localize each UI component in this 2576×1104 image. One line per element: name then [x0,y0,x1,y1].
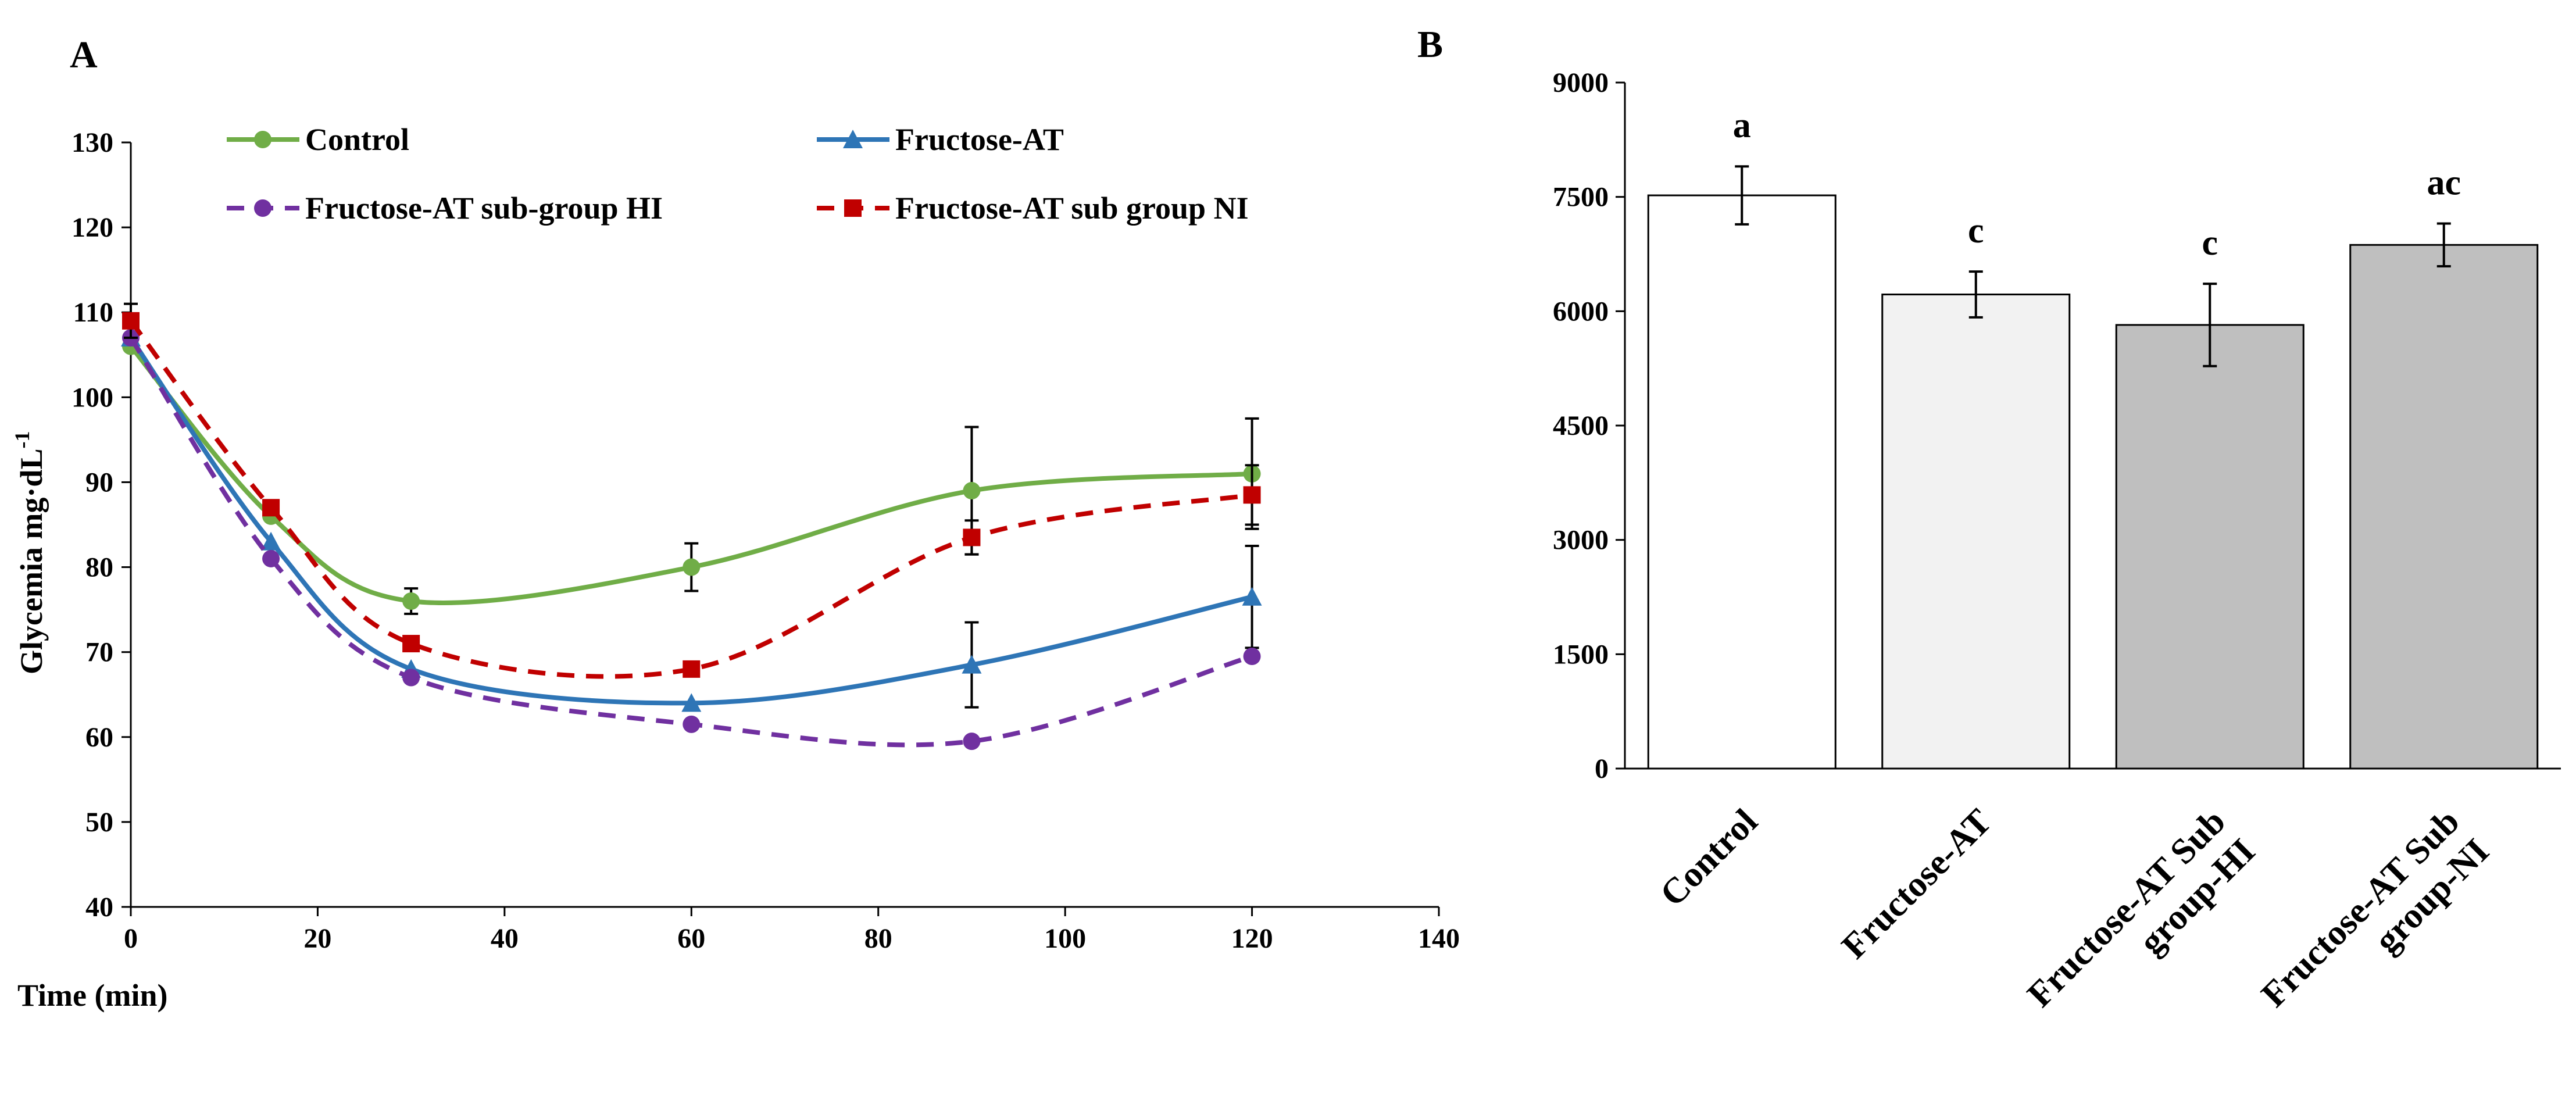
panel-a-series-3 [122,302,1261,679]
panel-b-y-tick-label: 0 [1595,753,1609,784]
panel-a-legend-label: Fructose-AT sub group NI [895,191,1249,226]
panel-b-category-label-line: Control [1653,802,1765,914]
panel-a-data-point [122,312,140,330]
panel-a-series-0 [122,337,1261,615]
panel-a-y-tick-label: 70 [85,637,113,668]
panel-b-y-tick-label: 3000 [1553,525,1609,556]
panel-b-bar [1647,194,1837,770]
panel-a-y-tick-label: 130 [72,127,113,158]
panel-a-line-chart: 40 50 60 70 80 90 100 110 120 130 0 20 40 60 80 100 120 1… [72,122,1460,954]
panel-a-data-point [1243,486,1261,504]
panel-a-data-point [1243,647,1261,665]
panel-a-y-tick-label: 120 [72,212,113,243]
panel-a-series-line [128,336,1253,748]
panel-a-legend-label: Fructose-AT [895,122,1064,157]
panel-b-y-tick-label: 6000 [1553,296,1609,327]
panel-b-significance-letter: ac [2427,163,2461,203]
panel-b-significance-letter: c [1968,211,1984,251]
panel-b-y-tick-label: 1500 [1553,639,1609,670]
panel-b-bar [1881,293,2071,770]
panel-a-y-tick-label: 40 [85,892,113,923]
panel-a-legend-marker [254,131,271,148]
panel-a-data-point [963,482,981,500]
panel-a-series-1 [121,328,1262,712]
panel-b-y-tick-label: 7500 [1553,182,1609,213]
panel-a-data-point [1242,587,1262,606]
panel-a-y-axis-title-superscript: -1 [10,431,34,449]
panel-b-category-label: Fructose-AT Subgroup-NI [2254,802,2497,1045]
panel-a-legend-marker [843,130,863,148]
panel-b-bar-group: ac Fructose-AT Subgroup-NI [2254,163,2539,1045]
panel-a-data-point [683,715,701,733]
panel-a-legend-item: Fructose-AT [817,122,1064,157]
panel-a-series-line [128,336,1253,706]
panel-a-legend-label: Fructose-AT sub-group HI [305,191,663,226]
panel-a-x-tick-label: 100 [1044,923,1086,954]
panel-a-data-point [963,733,981,751]
panel-a-y-axis-title: Glycemia mg·dL-1 [10,431,49,674]
panel-a-y-tick-label: 80 [85,552,113,583]
panel-a-legend-item: Control [227,122,409,157]
panel-a-x-tick-label: 120 [1231,923,1273,954]
panel-a-legend-item: Fructose-AT sub group NI [817,191,1249,226]
panel-a-data-point [402,669,420,687]
panel-b-y-tick-label: 4500 [1553,410,1609,441]
panel-b-bar-chart: 0 1500 3000 4500 6000 7500 9000 a Control c Fructo… [1553,67,2561,1045]
panel-a-y-tick-label: 50 [85,807,113,838]
panel-b-significance-letter: c [2202,223,2218,263]
panel-a-series-line [128,319,1253,679]
panel-a-legend-label: Control [305,122,409,157]
panel-a-y-tick-label: 100 [72,382,113,413]
panel-b-significance-letter: a [1733,106,1751,145]
panel-a-data-point [683,660,701,678]
panel-a-x-axis-title: Time (min) [17,978,167,1013]
panel-b-y-tick-label: 9000 [1553,67,1609,98]
panel-a-data-point [963,528,981,546]
panel-a-data-point [402,635,420,653]
panel-a-legend-marker [254,199,271,217]
panel-a-x-tick-label: 0 [124,923,138,954]
panel-a-data-point [262,549,280,567]
panel-b-bar [2349,244,2539,770]
panel-a-x-tick-label: 80 [864,923,892,954]
panel-b-bar-group: c Fructose-AT [1834,211,2071,966]
panel-b-category-label-line: Fructose-AT [1834,802,1999,966]
panel-a-y-tick-label: 110 [73,297,113,328]
panel-a-data-point [261,531,281,551]
panel-a-y-tick-label: 90 [85,467,113,498]
panel-a-data-point [681,693,702,712]
panel-a-x-tick-label: 60 [677,923,705,954]
panel-a-x-tick-label: 40 [491,923,519,954]
panel-a-y-axis-title-main: Glycemia mg·dL [14,449,49,674]
panel-a-data-point [262,499,280,517]
panel-a-data-point [962,655,982,674]
panel-a-series-line [128,345,1252,606]
panel-a-legend-marker [844,199,862,217]
panel-b-bar-group: a Control [1647,106,1837,914]
panel-a-x-tick-label: 140 [1418,923,1460,954]
panel-a-legend-item: Fructose-AT sub-group HI [227,191,663,226]
panel-label-b: B [1417,23,1443,66]
panel-a-data-point [683,558,701,576]
panel-b-bar [2115,324,2305,770]
panel-b-category-label: Control [1653,802,1765,914]
panel-b-category-label: Fructose-AT [1834,802,1999,966]
panel-a-x-tick-label: 20 [303,923,331,954]
panel-a-data-point [402,592,420,610]
panel-label-a: A [70,34,98,76]
panel-b-category-label: Fructose-AT Subgroup-HI [2020,802,2263,1045]
panel-a-y-tick-label: 60 [85,722,113,753]
